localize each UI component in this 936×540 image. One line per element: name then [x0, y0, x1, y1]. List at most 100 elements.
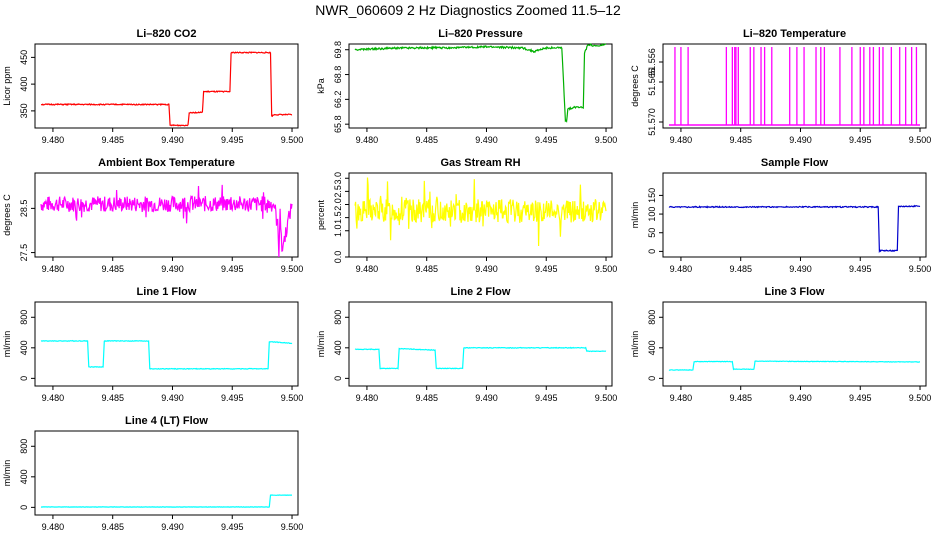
y-tick-label: 800 [647, 310, 657, 325]
y-tick-label: 51.565 [647, 68, 657, 96]
panel-title: Line 1 Flow [137, 286, 197, 298]
x-tick-label: 9.495 [535, 264, 558, 274]
x-tick-label: 9.500 [281, 393, 304, 403]
y-axis-label: percent [316, 199, 326, 230]
y-axis-label: Licor ppm [2, 66, 12, 106]
panel-title: Line 2 Flow [451, 286, 511, 298]
panel-title: Ambient Box Temperature [98, 157, 235, 169]
x-tick-label: 9.480 [356, 135, 379, 145]
plot-frame [34, 430, 299, 516]
x-tick-label: 9.480 [42, 264, 65, 274]
x-tick-label: 9.480 [356, 393, 379, 403]
y-axis-label: ml/min [316, 331, 326, 358]
plot-frame [662, 43, 927, 129]
data-series-line [40, 494, 292, 508]
y-tick-label: 50 [647, 228, 657, 238]
x-tick-label: 9.480 [356, 264, 379, 274]
x-tick-label: 9.480 [42, 393, 65, 403]
y-tick-label: 350 [19, 103, 29, 118]
x-tick-label: 9.495 [221, 393, 244, 403]
panel-line1-flow: Line 1 Flow ml/min 9.480 9.485 9.490 9.495 9.5… [2, 286, 303, 403]
x-tick-label: 9.485 [729, 393, 752, 403]
panel-sample-flow: Sample Flow ml/min 9.480 9.485 9.490 9.495 9.5… [630, 157, 931, 274]
data-series-line [354, 346, 607, 370]
x-tick-label: 9.490 [161, 264, 184, 274]
x-tick-label: 9.485 [415, 135, 438, 145]
plot-frame [34, 43, 299, 129]
panel-line2-flow: Line 2 Flow ml/min 9.480 9.485 9.490 9.495 9.5… [316, 286, 617, 403]
panel-li820-pressure: Li–820 Pressure kPa 9.480 9.485 9.490 9.495 9.… [316, 28, 617, 145]
panel-title: Li–820 Temperature [743, 28, 846, 40]
x-tick-label: 9.500 [595, 135, 618, 145]
y-tick-label: 2.5 [333, 185, 343, 198]
y-tick-label: 400 [19, 77, 29, 92]
y-tick-label: 400 [333, 340, 343, 355]
data-series-line [668, 204, 921, 254]
y-axis-label: ml/min [630, 331, 640, 358]
x-tick-label: 9.485 [101, 393, 124, 403]
x-tick-label: 9.500 [595, 264, 618, 274]
y-axis-label: degrees C [2, 194, 12, 236]
panel-title: Gas Stream RH [440, 157, 520, 169]
y-tick-label: 69.8 [333, 41, 343, 59]
plot-frame [348, 172, 613, 258]
x-tick-label: 9.480 [670, 264, 693, 274]
y-tick-label: 1.0 [333, 224, 343, 237]
x-tick-label: 9.485 [729, 135, 752, 145]
y-tick-label: 28.5 [19, 200, 29, 218]
plot-frame [348, 43, 613, 129]
y-tick-label: 51.556 [647, 48, 657, 76]
x-tick-label: 9.500 [909, 135, 932, 145]
y-tick-label: 68.8 [333, 66, 343, 84]
x-tick-label: 9.480 [42, 522, 65, 532]
x-tick-label: 9.480 [670, 135, 693, 145]
x-tick-label: 9.495 [221, 264, 244, 274]
panel-gas-stream-rh: Gas Stream RH percent 9.480 9.485 9.490 9.495… [316, 157, 617, 274]
y-tick-label: 100 [647, 207, 657, 222]
y-tick-label: 66.2 [333, 91, 343, 109]
y-tick-label: 400 [19, 340, 29, 355]
panel-title: Li–820 Pressure [438, 28, 522, 40]
y-tick-label: 400 [647, 340, 657, 355]
y-tick-label: 150 [647, 188, 657, 203]
x-tick-label: 9.495 [535, 393, 558, 403]
x-tick-label: 9.490 [161, 522, 184, 532]
data-series-line [354, 177, 607, 247]
y-tick-label: 800 [19, 439, 29, 454]
y-tick-label: 51.570 [647, 108, 657, 136]
x-tick-label: 9.500 [281, 135, 304, 145]
y-axis-label: ml/min [2, 331, 12, 358]
x-tick-label: 9.495 [849, 393, 872, 403]
y-tick-label: 3.0 [333, 172, 343, 185]
panel-title: Sample Flow [761, 157, 829, 169]
x-tick-label: 9.500 [909, 264, 932, 274]
y-tick-label: 0 [333, 376, 343, 381]
x-tick-label: 9.490 [789, 264, 812, 274]
y-axis-label: kPa [316, 78, 326, 94]
x-tick-label: 9.490 [161, 393, 184, 403]
plot-frame [662, 301, 927, 387]
y-tick-label: 65.8 [333, 115, 343, 133]
y-tick-label: 450 [19, 50, 29, 65]
x-tick-label: 9.490 [475, 393, 498, 403]
main-title: NWR_060609 2 Hz Diagnostics Zoomed 11.5–… [315, 2, 621, 18]
x-tick-label: 9.495 [535, 135, 558, 145]
panel-ambient-box-temperature: Ambient Box Temperature degrees C 9.480 9.4… [2, 157, 303, 274]
y-tick-label: 0.0 [333, 251, 343, 264]
panel-line4-lt-flow: Line 4 (LT) Flow ml/min 9.480 9.485 9.490 9.4… [2, 415, 303, 532]
y-axis-label: ml/min [630, 202, 640, 229]
plot-frame [34, 172, 299, 258]
y-tick-label: 800 [333, 310, 343, 325]
x-tick-label: 9.485 [101, 522, 124, 532]
y-tick-label: 0 [19, 376, 29, 381]
y-tick-label: 27.5 [19, 244, 29, 262]
x-tick-label: 9.480 [42, 135, 65, 145]
x-tick-label: 9.480 [670, 393, 693, 403]
y-tick-label: 0 [19, 505, 29, 510]
x-tick-label: 9.490 [789, 135, 812, 145]
data-series-line [668, 360, 920, 371]
x-tick-label: 9.490 [475, 264, 498, 274]
y-tick-label: 0 [647, 249, 657, 254]
panel-title: Line 4 (LT) Flow [125, 415, 208, 427]
